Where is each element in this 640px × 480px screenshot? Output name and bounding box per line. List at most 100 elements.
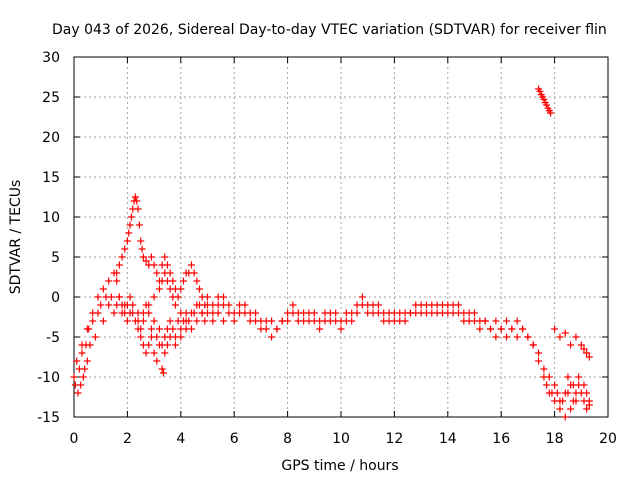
data-point xyxy=(220,317,228,325)
data-point xyxy=(305,317,313,325)
data-point xyxy=(540,373,548,381)
x-tick-label: 4 xyxy=(176,431,185,447)
data-point xyxy=(540,365,548,373)
x-axis: 0 2 4 6 8 10 12 14 16 18 20 xyxy=(70,57,617,447)
data-point xyxy=(519,325,527,333)
data-point xyxy=(145,341,153,349)
data-point xyxy=(150,317,158,325)
data-point xyxy=(481,317,489,325)
data-point xyxy=(503,317,511,325)
data-point xyxy=(155,325,163,333)
data-point xyxy=(155,277,163,285)
series-secondary-trace xyxy=(78,269,580,413)
data-point xyxy=(583,389,591,397)
data-point xyxy=(417,301,425,309)
data-point xyxy=(193,317,201,325)
data-point xyxy=(556,405,564,413)
data-point xyxy=(107,293,115,301)
data-point xyxy=(115,261,123,269)
y-tick-label: -10 xyxy=(37,370,60,386)
data-point xyxy=(543,101,551,109)
data-point xyxy=(556,333,564,341)
data-point xyxy=(561,329,569,337)
x-tick-label: 10 xyxy=(332,431,350,447)
data-point xyxy=(138,245,146,253)
data-point xyxy=(73,357,81,365)
data-point xyxy=(113,277,121,285)
data-point xyxy=(131,193,139,201)
data-point xyxy=(155,285,163,293)
data-point xyxy=(513,333,521,341)
data-point xyxy=(583,349,591,357)
data-point xyxy=(396,309,404,317)
data-point xyxy=(177,333,185,341)
data-point xyxy=(575,373,583,381)
data-point xyxy=(284,317,292,325)
y-axis-title: SDTVAR / TECUs xyxy=(8,180,24,295)
data-point xyxy=(449,301,457,309)
data-point xyxy=(535,357,543,365)
y-tick-label: 10 xyxy=(42,210,60,226)
y-tick-label: 20 xyxy=(42,130,60,146)
data-point xyxy=(513,317,521,325)
data-point xyxy=(465,309,473,317)
data-point xyxy=(179,277,187,285)
data-point xyxy=(268,317,276,325)
data-point xyxy=(123,317,131,325)
data-point xyxy=(310,309,318,317)
data-point xyxy=(561,389,569,397)
data-point xyxy=(220,301,228,309)
x-tick-label: 18 xyxy=(546,431,564,447)
data-point xyxy=(110,309,118,317)
x-axis-title: GPS time / hours xyxy=(281,458,398,474)
data-point xyxy=(492,333,500,341)
x-tick-label: 2 xyxy=(123,431,132,447)
data-point xyxy=(294,317,302,325)
data-point xyxy=(147,325,155,333)
data-point xyxy=(476,325,484,333)
data-point xyxy=(342,309,350,317)
data-point xyxy=(99,317,107,325)
data-point xyxy=(153,357,161,365)
data-point xyxy=(86,341,94,349)
data-point xyxy=(428,301,436,309)
data-point xyxy=(497,325,505,333)
data-point xyxy=(201,317,209,325)
chart-title: Day 043 of 2026, Sidereal Day-to-day VTE… xyxy=(52,22,607,38)
data-point xyxy=(492,317,500,325)
data-point xyxy=(142,257,150,265)
data-point xyxy=(127,213,135,221)
data-point xyxy=(246,317,254,325)
data-point xyxy=(163,341,171,349)
data-point xyxy=(358,293,366,301)
data-point xyxy=(161,349,169,357)
data-point xyxy=(135,221,143,229)
series-dip-branch xyxy=(134,325,190,377)
data-point xyxy=(551,381,559,389)
data-point xyxy=(150,293,158,301)
data-point xyxy=(133,197,141,205)
data-point xyxy=(169,277,177,285)
data-point xyxy=(358,301,366,309)
data-point xyxy=(401,317,409,325)
data-point xyxy=(209,301,217,309)
data-point xyxy=(70,373,78,381)
data-point xyxy=(97,301,105,309)
data-point xyxy=(585,353,593,361)
data-point xyxy=(337,325,345,333)
data-point xyxy=(118,253,126,261)
data-point xyxy=(348,317,356,325)
data-point xyxy=(177,285,185,293)
data-point xyxy=(121,309,129,317)
data-point xyxy=(169,325,177,333)
data-point xyxy=(289,309,297,317)
data-point xyxy=(83,325,91,333)
data-point xyxy=(273,325,281,333)
data-point xyxy=(198,309,206,317)
data-point xyxy=(214,293,222,301)
data-point xyxy=(163,261,171,269)
data-point xyxy=(94,293,102,301)
data-point xyxy=(91,333,99,341)
data-point xyxy=(147,253,155,261)
